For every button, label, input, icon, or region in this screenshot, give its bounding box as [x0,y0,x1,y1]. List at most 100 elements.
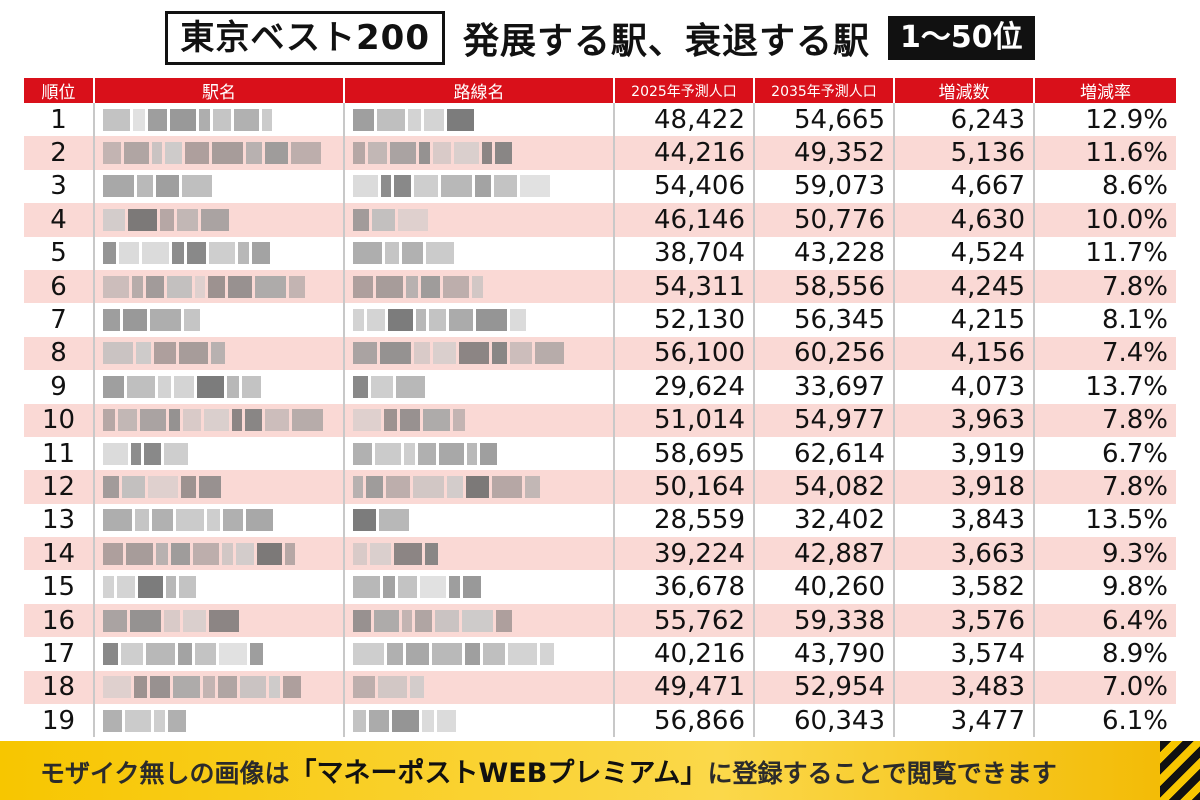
station-name-mosaic [103,342,335,365]
rate-cell: 9.3% [1034,537,1176,571]
station-name-cell [94,103,345,137]
line-name-cell [344,570,615,604]
rank-cell: 6 [24,269,95,304]
column-header-pop-2025: 2025年予測人口 [614,78,755,103]
line-name-cell [344,203,615,237]
title-bar: 東京ベスト200 発展する駅、衰退する駅 1〜50位 [0,0,1200,76]
pop-2035-cell: 49,352 [754,136,895,170]
station-name-mosaic [103,175,335,198]
station-name-cell [94,269,345,304]
change-cell: 4,630 [894,203,1035,237]
station-name-cell [94,169,345,204]
change-cell: 3,918 [894,470,1035,504]
station-name-cell [94,603,345,638]
pop-2035-cell: 33,697 [754,370,895,404]
rate-cell: 8.1% [1034,303,1176,337]
change-cell: 3,477 [894,704,1035,738]
rate-cell: 12.9% [1034,103,1176,137]
station-name-cell [94,570,345,604]
station-name-mosaic [103,475,335,498]
rate-cell: 7.4% [1034,336,1176,371]
table-row: 9 29,624 33,697 4,073 13.7% [24,370,1176,404]
line-name-cell [344,470,615,504]
line-name-mosaic [353,609,605,632]
line-name-mosaic [353,342,605,365]
station-name-mosaic [103,509,335,532]
pop-2025-cell: 55,762 [614,603,755,638]
pop-2035-cell: 32,402 [754,503,895,538]
station-name-cell [94,370,345,404]
pop-2035-cell: 54,082 [754,470,895,504]
pop-2025-cell: 39,224 [614,537,755,571]
line-name-cell [344,136,615,170]
table-row: 1 48,422 54,665 6,243 12.9% [24,103,1176,137]
station-name-cell [94,704,345,738]
line-name-mosaic [353,309,605,332]
pop-2035-cell: 59,073 [754,169,895,204]
line-name-cell [344,303,615,337]
pop-2035-cell: 59,338 [754,603,895,638]
table-row: 3 54,406 59,073 4,667 8.6% [24,169,1176,204]
rank-cell: 12 [24,470,95,504]
line-name-cell [344,269,615,304]
station-name-mosaic [103,409,335,432]
table-row: 7 52,130 56,345 4,215 8.1% [24,303,1176,337]
pop-2025-cell: 58,695 [614,436,755,471]
rank-cell: 4 [24,203,95,237]
premium-banner[interactable]: モザイク無しの画像は「マネーポストWEBプレミアム」に登録することで閲覧できます [0,741,1200,800]
line-name-cell [344,169,615,204]
column-header-rate: 増減率 [1034,78,1176,103]
change-cell: 3,963 [894,403,1035,437]
pop-2035-cell: 60,256 [754,336,895,371]
pop-2025-cell: 48,422 [614,103,755,137]
change-cell: 3,574 [894,637,1035,671]
pop-2025-cell: 44,216 [614,136,755,170]
page-title: 発展する駅、衰退する駅 [463,21,871,62]
rank-cell: 11 [24,436,95,471]
station-name-cell [94,403,345,437]
pop-2035-cell: 60,343 [754,704,895,738]
station-name-mosaic [103,542,335,565]
table-row: 5 38,704 43,228 4,524 11.7% [24,236,1176,270]
line-name-cell [344,103,615,137]
rate-cell: 10.0% [1034,203,1176,237]
table-row: 11 58,695 62,614 3,919 6.7% [24,436,1176,471]
station-name-mosaic [103,242,335,265]
rank-cell: 10 [24,403,95,437]
pop-2035-cell: 58,556 [754,269,895,304]
station-name-cell [94,303,345,337]
line-name-cell [344,236,615,270]
title-boxed-label: 東京ベスト200 [165,11,445,65]
rank-cell: 1 [24,103,95,137]
line-name-mosaic [353,576,605,599]
table-row: 17 40,216 43,790 3,574 8.9% [24,637,1176,671]
station-name-cell [94,203,345,237]
line-name-mosaic [353,509,605,532]
line-name-mosaic [353,475,605,498]
table-row: 12 50,164 54,082 3,918 7.8% [24,470,1176,504]
pop-2025-cell: 38,704 [614,236,755,270]
line-name-cell [344,670,615,705]
pop-2025-cell: 51,014 [614,403,755,437]
change-cell: 5,136 [894,136,1035,170]
pop-2025-cell: 54,311 [614,269,755,304]
pop-2025-cell: 28,559 [614,503,755,538]
line-name-cell [344,637,615,671]
line-name-mosaic [353,242,605,265]
station-name-mosaic [103,642,335,665]
station-name-mosaic [103,576,335,599]
line-name-mosaic [353,642,605,665]
rank-cell: 3 [24,169,95,204]
pop-2025-cell: 46,146 [614,203,755,237]
rate-cell: 7.8% [1034,269,1176,304]
station-name-cell [94,436,345,471]
rate-cell: 13.7% [1034,370,1176,404]
pop-2025-cell: 49,471 [614,670,755,705]
line-name-mosaic [353,175,605,198]
line-name-mosaic [353,542,605,565]
station-name-cell [94,670,345,705]
column-header-rank: 順位 [24,78,95,103]
rate-cell: 11.6% [1034,136,1176,170]
change-cell: 4,667 [894,169,1035,204]
rank-cell: 16 [24,603,95,638]
